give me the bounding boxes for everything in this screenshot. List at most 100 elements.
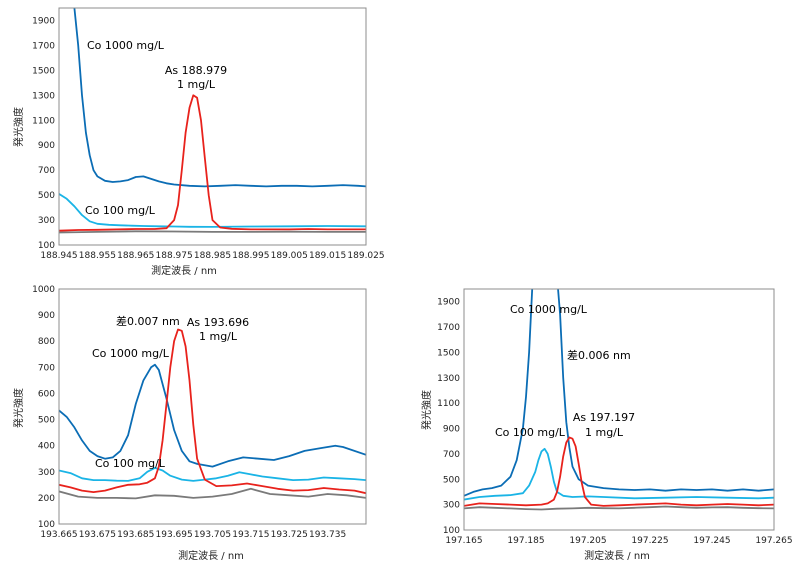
series-line-0: [73, 8, 366, 188]
y-tick-label: 900: [38, 141, 55, 151]
series-line-3: [59, 230, 366, 234]
x-tick-labels: 193.665 193.675 193.685 193.695 193.705 193.7…: [40, 530, 346, 540]
y-tick-label: 200: [38, 494, 55, 504]
x-tick-label: 193.685: [117, 530, 154, 540]
plot-frame: [58, 7, 367, 246]
x-tick-label: 193.735: [309, 530, 346, 540]
series-line-2: [59, 328, 366, 495]
y-axis-title: 発光強度: [420, 390, 433, 430]
y-tick-label: 1900: [32, 16, 55, 26]
x-tick-label: 193.675: [79, 530, 116, 540]
x-tick-label: 193.695: [156, 530, 193, 540]
annotation-co-100: Co 100 mg/L: [85, 204, 156, 217]
series-line-2: [59, 94, 366, 232]
x-tick-label: 193.665: [40, 530, 77, 540]
series-group: [59, 328, 366, 500]
y-tick-label: 1500: [437, 348, 460, 358]
x-tick-label: 197.245: [693, 536, 730, 546]
y-tick-label: 600: [38, 389, 55, 399]
y-tick-label: 500: [443, 475, 460, 485]
annotation-co-1000: Co 1000 mg/L: [87, 39, 165, 52]
x-tick-label: 188.975: [156, 251, 193, 261]
x-axis-title: 測定波長 / nm: [151, 264, 217, 277]
series-line-0: [59, 363, 366, 468]
x-tick-label: 188.945: [40, 251, 77, 261]
y-axis-title: 発光強度: [12, 388, 25, 428]
annotation-as-conc: 1 mg/L: [199, 330, 238, 343]
y-tick-label: 1700: [437, 323, 460, 333]
x-tick-label: 189.015: [309, 251, 346, 261]
y-tick-label: 400: [38, 442, 55, 452]
series-line-3: [59, 487, 366, 500]
plot-frame: [463, 288, 775, 531]
series-group: [464, 289, 774, 511]
y-tick-label: 1900: [437, 298, 460, 308]
x-tick-label: 189.025: [347, 251, 384, 261]
series-line-1: [464, 447, 774, 501]
series-group: [59, 8, 366, 234]
y-tick-label: 1500: [32, 66, 55, 76]
x-tick-labels: 197.165 197.185 197.205 197.225 197.245 197.2…: [445, 536, 792, 546]
y-tick-label: 1100: [32, 116, 55, 126]
annotation-co-1000: Co 1000 mg/L: [92, 347, 170, 360]
annotation-as-line: As 188.979: [165, 64, 227, 77]
x-tick-labels: 188.945 188.955 188.965 188.975 188.985 188.9…: [40, 251, 384, 261]
y-tick-label: 700: [38, 363, 55, 373]
y-tick-label: 100: [443, 526, 460, 536]
series-line-3: [464, 505, 774, 511]
y-tick-label: 1000: [32, 285, 55, 295]
y-tick-label: 100: [38, 241, 55, 251]
y-tick-label: 700: [38, 166, 55, 176]
series-line-0: [464, 289, 774, 497]
x-tick-label: 188.965: [117, 251, 154, 261]
x-tick-label: 197.185: [507, 536, 544, 546]
x-tick-label: 193.705: [194, 530, 231, 540]
annotation-as-line: As 193.696: [187, 316, 249, 329]
x-tick-label: 197.165: [445, 536, 482, 546]
x-tick-label: 197.205: [569, 536, 606, 546]
annotation-diff: 差0.007 nm: [116, 314, 180, 328]
series-line-1: [59, 192, 366, 228]
annotation-co-100: Co 100 mg/L: [495, 426, 566, 439]
annotation-co-100: Co 100 mg/L: [95, 457, 166, 470]
y-tick-label: 1700: [32, 41, 55, 51]
chart-as-197: 100 300 500 700 900 1100 1300 1500 1700 1900 197.…: [420, 288, 793, 562]
x-tick-label: 189.005: [271, 251, 308, 261]
y-tick-label: 900: [38, 311, 55, 321]
y-tick-label: 800: [38, 337, 55, 347]
annotation-as-line: As 197.197: [573, 411, 635, 424]
x-tick-label: 193.725: [271, 530, 308, 540]
y-tick-label: 1300: [32, 91, 55, 101]
x-tick-label: 197.225: [631, 536, 668, 546]
chart-as-188: 100 300 500 700 900 1100 1300 1500 1700 1900 188.…: [12, 7, 385, 277]
plot-frame: [58, 288, 367, 525]
x-tick-label: 197.265: [755, 536, 792, 546]
y-tick-label: 500: [38, 191, 55, 201]
x-tick-label: 188.995: [232, 251, 269, 261]
x-axis-title: 測定波長 / nm: [584, 549, 650, 562]
y-tick-labels: 100 200 300 400 500 600 700 800 900 1000: [32, 285, 55, 530]
y-tick-label: 300: [443, 501, 460, 511]
series-line-1: [59, 466, 366, 482]
annotation-as-conc: 1 mg/L: [585, 426, 624, 439]
x-axis-title: 測定波長 / nm: [178, 549, 244, 562]
y-tick-labels: 100 300 500 700 900 1100 1300 1500 1700 1900: [437, 298, 460, 536]
x-tick-label: 188.955: [79, 251, 116, 261]
annotation-diff: 差0.006 nm: [567, 348, 631, 362]
x-tick-label: 188.985: [194, 251, 231, 261]
y-tick-label: 900: [443, 425, 460, 435]
y-tick-label: 100: [38, 520, 55, 530]
y-tick-label: 300: [38, 216, 55, 226]
x-tick-label: 193.715: [232, 530, 269, 540]
annotation-co-1000: Co 1000 mg/L: [510, 303, 588, 316]
y-tick-labels: 100 300 500 700 900 1100 1300 1500 1700 1900: [32, 16, 55, 251]
y-tick-label: 700: [443, 450, 460, 460]
y-tick-label: 300: [38, 468, 55, 478]
annotation-as-conc: 1 mg/L: [177, 78, 216, 91]
y-tick-label: 500: [38, 416, 55, 426]
y-tick-label: 1100: [437, 399, 460, 409]
series-line-2: [464, 436, 774, 507]
y-axis-title: 発光強度: [12, 107, 25, 147]
